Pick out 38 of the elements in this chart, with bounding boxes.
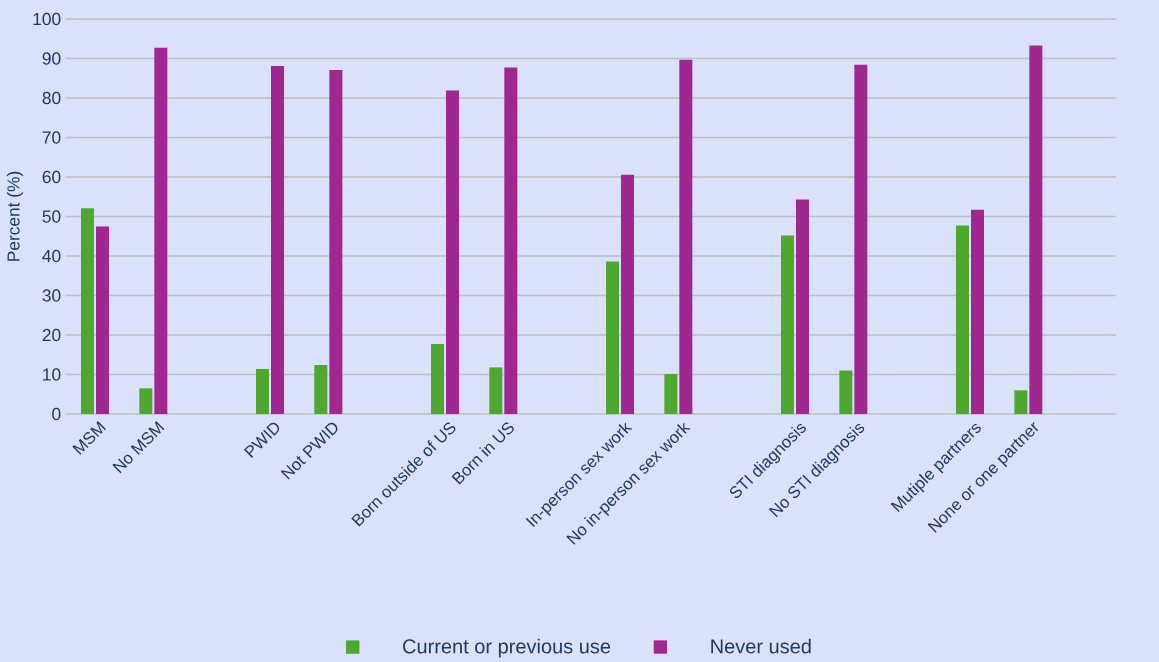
bar bbox=[1014, 390, 1028, 414]
bar bbox=[431, 344, 445, 414]
bar bbox=[956, 225, 970, 414]
bar bbox=[664, 374, 678, 414]
bar bbox=[446, 90, 460, 414]
bar bbox=[154, 47, 168, 414]
y-tick-label: 30 bbox=[42, 289, 61, 302]
legend-label: Current or previous use bbox=[403, 638, 611, 658]
bar bbox=[1029, 45, 1043, 414]
y-tick-label: 90 bbox=[42, 52, 61, 65]
bar bbox=[96, 226, 110, 414]
bar bbox=[256, 368, 270, 414]
legend-label: Never used bbox=[711, 638, 811, 654]
y-axis-title: Percent (%) bbox=[6, 171, 24, 261]
y-tick-label: 20 bbox=[42, 328, 61, 342]
bar bbox=[606, 261, 620, 414]
y-tick-label: 70 bbox=[42, 131, 61, 144]
y-tick-label: 10 bbox=[43, 368, 61, 381]
bar bbox=[329, 69, 343, 414]
bar bbox=[781, 235, 795, 414]
bar bbox=[489, 367, 503, 414]
bar bbox=[314, 365, 328, 414]
bar bbox=[971, 209, 985, 414]
y-tick-label: 80 bbox=[42, 91, 61, 105]
bar bbox=[679, 59, 693, 414]
bar bbox=[81, 208, 95, 414]
bar bbox=[271, 66, 285, 414]
y-tick-label: 0 bbox=[52, 407, 61, 421]
y-tick-label: 60 bbox=[42, 170, 61, 184]
y-tick-label: 50 bbox=[42, 210, 61, 223]
bar bbox=[839, 370, 853, 414]
bar bbox=[139, 388, 153, 414]
bar bbox=[796, 199, 810, 414]
y-tick-label: 40 bbox=[42, 249, 61, 263]
bar bbox=[621, 174, 635, 414]
bar bbox=[854, 64, 868, 414]
bar bbox=[504, 67, 518, 414]
y-tick-label: 100 bbox=[33, 12, 61, 26]
